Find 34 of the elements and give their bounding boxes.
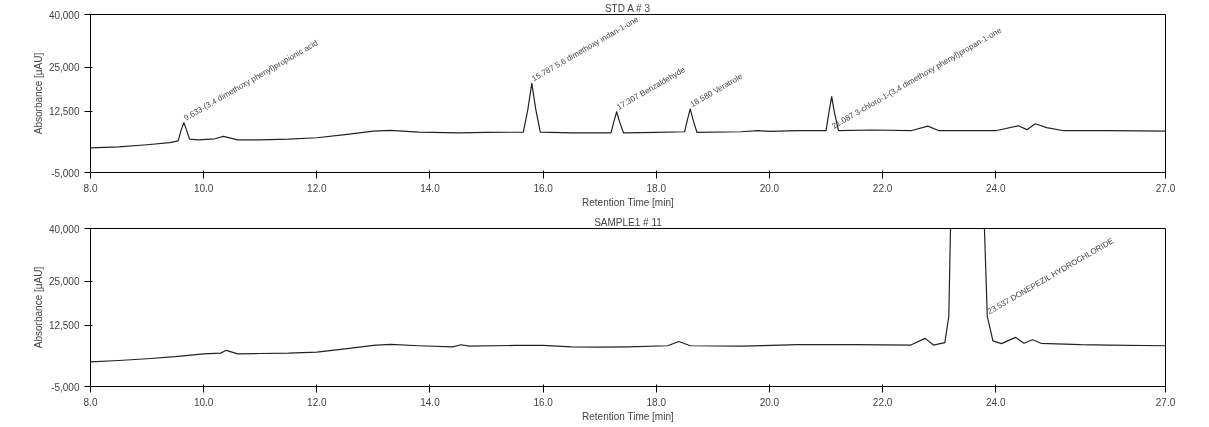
x-tick-label: 18.0	[646, 396, 667, 408]
x-axis-title: Retention Time [min]	[582, 410, 674, 422]
x-tick-label: 20.0	[759, 396, 780, 408]
x-tick-label: 14.0	[420, 182, 441, 194]
x-tick-label: 12.0	[307, 182, 327, 194]
x-tick-label: 10.0	[193, 182, 214, 194]
y-tick-label: 40,000	[48, 9, 80, 21]
x-tick-label: 20.0	[759, 182, 780, 194]
x-tick-label: 8.0	[83, 182, 98, 194]
x-tick-label: 27.0	[1155, 182, 1176, 194]
x-tick-label: 10.0	[193, 396, 214, 408]
chart-title: SAMPLE1 # 11	[594, 217, 663, 228]
y-axis-title: Absorbance [µAU]	[32, 52, 44, 135]
x-tick-label: 18.0	[646, 182, 667, 194]
y-axis-title: Absorbance [µAU]	[32, 266, 44, 349]
y-tick-label: -5,000	[51, 167, 80, 179]
y-tick-label: 25,000	[48, 276, 80, 288]
x-tick-label: 24.0	[986, 182, 1006, 194]
x-tick-label: 24.0	[986, 396, 1006, 408]
x-tick-label: 8.0	[83, 396, 98, 408]
x-tick-label: 27.0	[1155, 396, 1176, 408]
y-tick-label: 12,500	[48, 320, 80, 332]
x-tick-label: 12.0	[307, 396, 327, 408]
x-tick-label: 22.0	[872, 182, 893, 194]
y-tick-label: 12,500	[48, 106, 80, 118]
y-tick-label: -5,000	[51, 381, 80, 393]
x-tick-label: 16.0	[533, 396, 554, 408]
x-tick-label: 22.0	[872, 396, 893, 408]
x-axis-title: Retention Time [min]	[582, 196, 674, 208]
x-tick-label: 14.0	[420, 396, 441, 408]
y-tick-label: 40,000	[48, 223, 80, 235]
x-tick-label: 16.0	[533, 182, 554, 194]
y-tick-label: 25,000	[48, 62, 80, 74]
chart-title: STD A # 3	[604, 3, 651, 14]
